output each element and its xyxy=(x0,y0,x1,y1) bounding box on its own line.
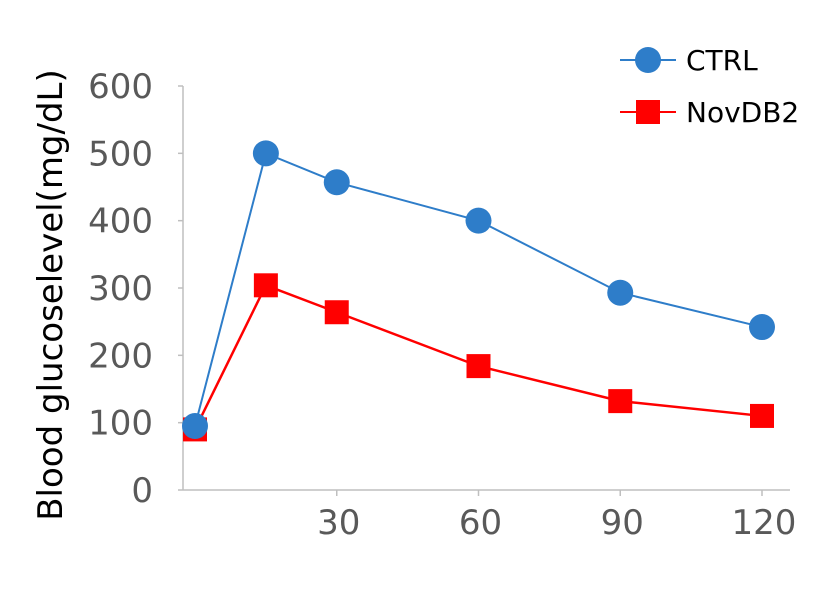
legend-marker xyxy=(635,47,661,73)
y-axis-title: Blood glucoselevel(mg/dL) xyxy=(31,69,71,521)
data-point xyxy=(182,413,208,440)
data-point xyxy=(608,389,633,414)
y-ticks: 0 100 200 300 400 500 600 xyxy=(88,67,183,511)
data-point xyxy=(323,169,350,196)
data-point xyxy=(749,314,775,341)
legend-item: NovDB2 xyxy=(620,96,799,129)
data-point xyxy=(465,207,492,234)
series-novdb2 xyxy=(183,273,774,442)
data-point xyxy=(750,403,774,428)
y-tick-label: 600 xyxy=(88,67,153,107)
y-tick-label: 0 xyxy=(131,471,153,511)
series-ctrl xyxy=(182,140,775,440)
series-line xyxy=(194,151,763,427)
series-layer xyxy=(182,140,775,442)
legend-marker xyxy=(636,100,660,124)
y-tick-label: 300 xyxy=(88,269,153,309)
data-point xyxy=(607,279,634,306)
y-tick-label: 200 xyxy=(88,336,153,376)
data-point xyxy=(252,140,279,167)
x-tick-label: 60 xyxy=(459,503,502,543)
data-point xyxy=(253,273,278,298)
x-ticks: 30 60 90 120 xyxy=(317,490,796,543)
legend-label: NovDB2 xyxy=(686,96,799,129)
data-point xyxy=(324,300,349,325)
x-tick-label: 30 xyxy=(317,503,360,543)
y-tick-label: 100 xyxy=(88,404,153,444)
data-point xyxy=(466,354,491,379)
legend: CTRL NovDB2 xyxy=(620,44,799,129)
legend-item: CTRL xyxy=(620,44,758,77)
y-tick-label: 400 xyxy=(88,202,153,242)
legend-label: CTRL xyxy=(686,44,758,77)
y-tick-label: 500 xyxy=(88,134,153,174)
series-line xyxy=(193,283,763,430)
x-tick-label: 120 xyxy=(732,503,797,543)
x-tick-label: 90 xyxy=(601,503,644,543)
